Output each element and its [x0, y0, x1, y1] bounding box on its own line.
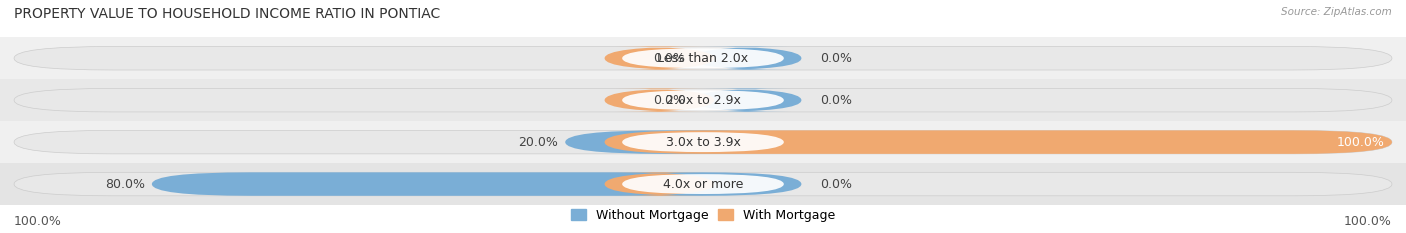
FancyBboxPatch shape — [14, 172, 1392, 196]
FancyBboxPatch shape — [14, 47, 1392, 70]
FancyBboxPatch shape — [14, 89, 1392, 112]
Bar — [0, 163, 1406, 205]
Text: 0.0%: 0.0% — [652, 94, 685, 107]
FancyBboxPatch shape — [621, 174, 785, 194]
Text: 100.0%: 100.0% — [1344, 215, 1392, 228]
Bar — [0, 79, 1406, 121]
FancyBboxPatch shape — [605, 130, 1392, 154]
Text: 0.0%: 0.0% — [820, 52, 852, 65]
Text: Source: ZipAtlas.com: Source: ZipAtlas.com — [1281, 7, 1392, 17]
Text: 80.0%: 80.0% — [105, 178, 145, 191]
FancyBboxPatch shape — [605, 47, 714, 70]
FancyBboxPatch shape — [605, 89, 714, 112]
Text: 20.0%: 20.0% — [519, 136, 558, 149]
FancyBboxPatch shape — [565, 130, 801, 154]
FancyBboxPatch shape — [621, 132, 785, 152]
FancyBboxPatch shape — [605, 172, 714, 196]
Text: 100.0%: 100.0% — [1337, 136, 1385, 149]
Text: Less than 2.0x: Less than 2.0x — [658, 52, 748, 65]
FancyBboxPatch shape — [14, 130, 1392, 154]
Legend: Without Mortgage, With Mortgage: Without Mortgage, With Mortgage — [565, 204, 841, 227]
Text: 0.0%: 0.0% — [820, 178, 852, 191]
Text: 100.0%: 100.0% — [14, 215, 62, 228]
Text: 0.0%: 0.0% — [652, 52, 685, 65]
FancyBboxPatch shape — [621, 48, 785, 68]
FancyBboxPatch shape — [152, 172, 801, 196]
Text: 2.0x to 2.9x: 2.0x to 2.9x — [665, 94, 741, 107]
Bar — [0, 37, 1406, 79]
FancyBboxPatch shape — [692, 89, 801, 112]
FancyBboxPatch shape — [692, 47, 801, 70]
Text: 4.0x or more: 4.0x or more — [662, 178, 744, 191]
Bar — [0, 121, 1406, 163]
Text: 3.0x to 3.9x: 3.0x to 3.9x — [665, 136, 741, 149]
Text: PROPERTY VALUE TO HOUSEHOLD INCOME RATIO IN PONTIAC: PROPERTY VALUE TO HOUSEHOLD INCOME RATIO… — [14, 7, 440, 21]
FancyBboxPatch shape — [621, 90, 785, 110]
Text: 0.0%: 0.0% — [820, 94, 852, 107]
